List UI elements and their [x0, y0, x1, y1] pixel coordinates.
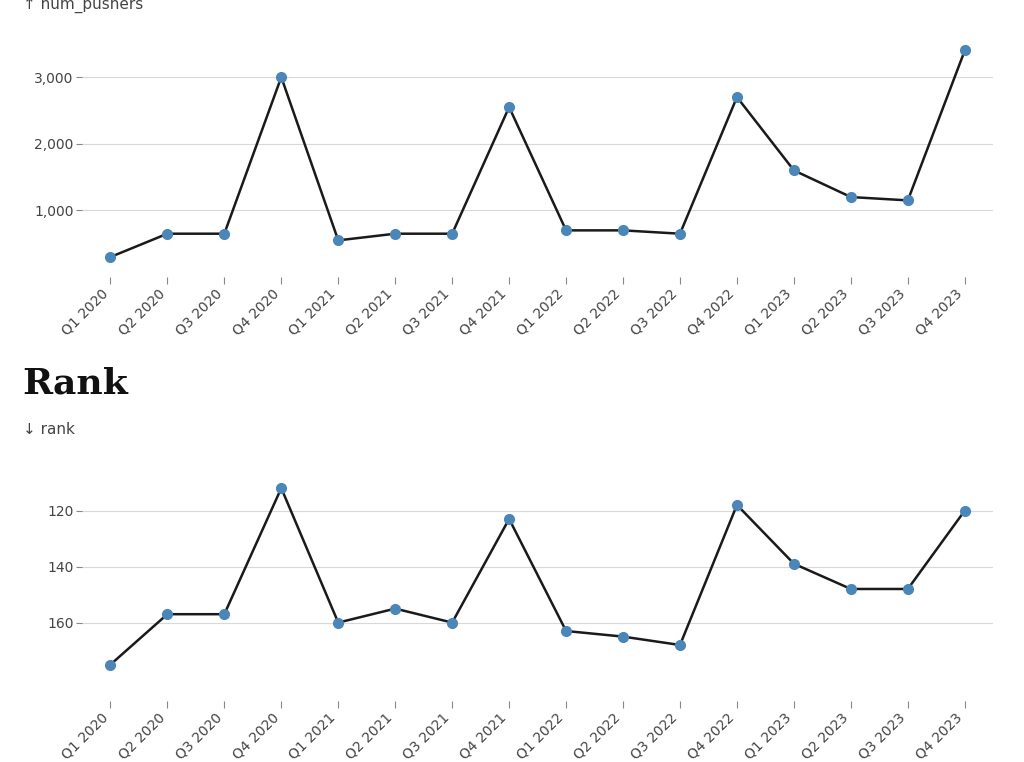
Text: ↓ rank: ↓ rank	[23, 422, 75, 437]
Text: ↑ num_pushers: ↑ num_pushers	[23, 0, 143, 13]
Text: Rank: Rank	[23, 367, 128, 400]
